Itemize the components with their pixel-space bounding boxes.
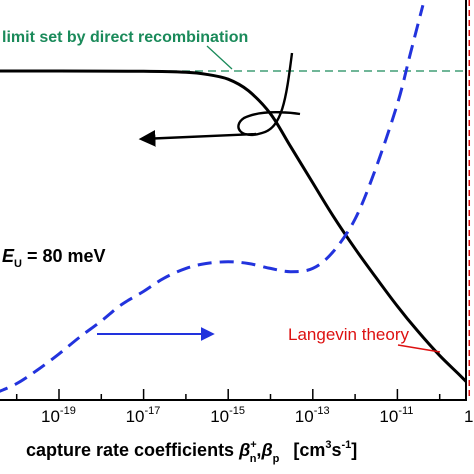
x-tick-label: 10-15 xyxy=(210,405,245,426)
series-dashed-curve xyxy=(0,4,425,393)
langevin-label: Langevin theory xyxy=(288,325,409,344)
x-tick-label-exponent: -11 xyxy=(398,405,413,417)
x-axis-ticks xyxy=(15,389,441,400)
series-solid-curve xyxy=(0,69,466,384)
x-axis-title: capture rate coefficients β+ n,βp [cm3s-1] xyxy=(26,439,357,465)
eu-subscript: U xyxy=(14,258,22,270)
x-tick-label-base: 10 xyxy=(126,407,145,426)
x-axis-title-sup1: + xyxy=(250,439,256,451)
x-tick-label-base: 10 xyxy=(210,407,229,426)
limit-label: limit set by direct recombination xyxy=(2,29,248,46)
x-tick-label-base: 10 xyxy=(41,407,60,426)
x-tick-label-base: 10 xyxy=(295,407,314,426)
x-axis-title-sub1: n xyxy=(250,453,257,465)
x-axis-title-units-open: [cm xyxy=(293,440,325,460)
x-tick-label-base: 10 xyxy=(464,407,474,426)
x-axis-title-units-sup2: -1 xyxy=(342,439,352,451)
eu-label: EU = 80 meV xyxy=(2,246,106,270)
x-tick-label-exponent: -13 xyxy=(314,405,330,417)
x-tick-label: 10-19 xyxy=(41,405,76,426)
x-tick-label-exponent: -19 xyxy=(60,405,76,417)
eu-symbol: E xyxy=(2,246,15,266)
x-axis-title-units-close: ] xyxy=(351,440,357,460)
x-axis-title-prefix: capture rate coefficients xyxy=(26,440,239,460)
x-tick-label-exponent: -15 xyxy=(229,405,245,417)
left-axis-arrow xyxy=(142,52,301,139)
x-axis-title-units-mid: s xyxy=(331,440,341,460)
x-tick-label: 10-13 xyxy=(295,405,330,426)
x-tick-label: 10-17 xyxy=(126,405,161,426)
langevin-label-pointer xyxy=(397,344,441,353)
plot-frame xyxy=(0,0,467,401)
x-tick-label-base: 10 xyxy=(379,407,398,426)
eu-value: = 80 meV xyxy=(22,246,106,266)
x-axis-title-sep: , xyxy=(256,440,261,460)
x-axis-title-units-sup: 3 xyxy=(325,439,331,451)
x-axis-title-beta2: β xyxy=(260,440,272,460)
x-tick-label: 10 xyxy=(464,407,474,426)
x-axis-title-sub2: p xyxy=(273,453,280,465)
x-tick-label: 10-11 xyxy=(379,405,413,426)
limit-label-pointer xyxy=(206,45,233,70)
x-axis-title-beta1: β xyxy=(238,440,250,460)
x-tick-label-exponent: -17 xyxy=(145,405,161,417)
